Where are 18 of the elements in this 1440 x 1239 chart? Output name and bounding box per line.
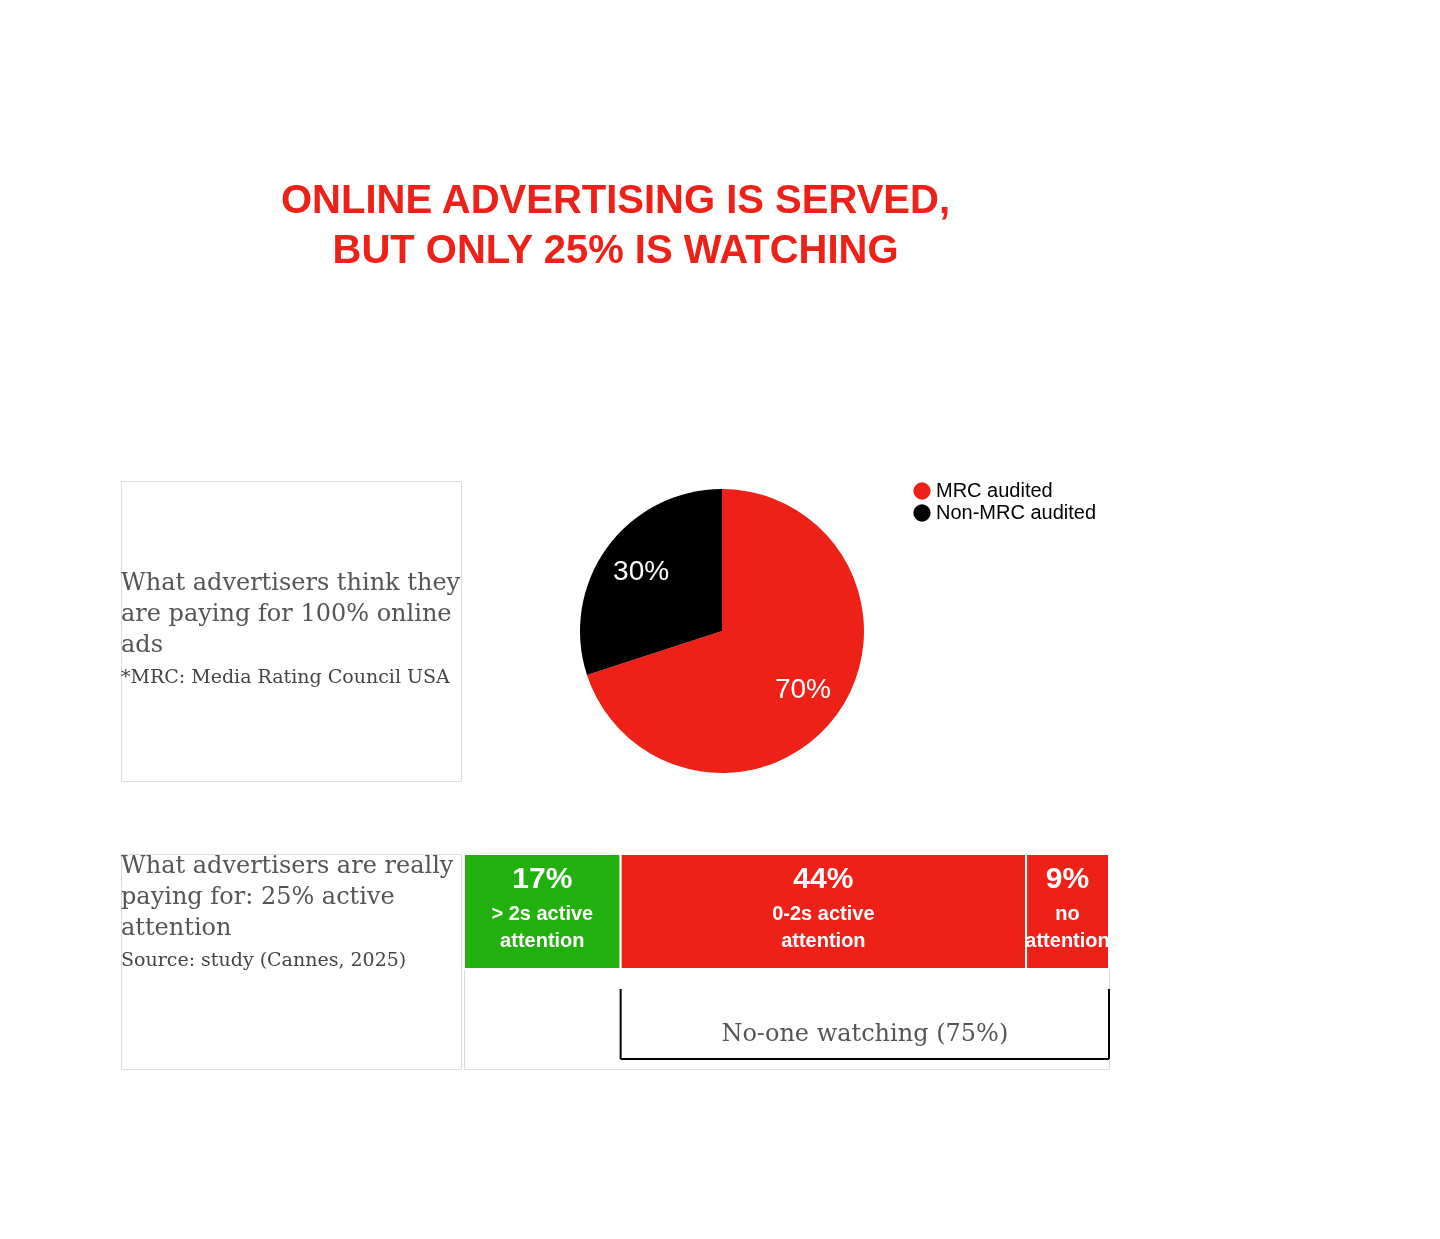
source-note: Source: study (Cannes, 2025) — [121, 948, 407, 970]
series-label: > 2s active attention — [491, 902, 594, 951]
data-label: 44% — [793, 861, 854, 894]
pie-slice — [580, 489, 722, 675]
text: No-one watching (75%) — [721, 1019, 1009, 1047]
legend-label: Non-MRC audited — [936, 501, 1097, 523]
data-label: 17% — [512, 861, 573, 894]
legend-label: MRC audited — [936, 479, 1053, 501]
text: What advertisers are really paying for: 25% active attention — [121, 851, 454, 941]
pie-slice — [586, 489, 864, 773]
data-label: 30% — [613, 555, 670, 587]
series-label: no attention — [1025, 902, 1110, 951]
data-label: 9% — [1045, 861, 1090, 894]
text: What advertisers think they are paying for 100% online ads — [121, 568, 461, 658]
text: *MRC: Media Rating Council USA — [121, 665, 451, 687]
chart-title: ONLINE ADVERTISING IS SERVED, BUT ONLY 25% IS WATCHING — [280, 176, 951, 271]
series-label: 0-2s active attention — [772, 902, 875, 951]
data-label: 70% — [774, 672, 831, 704]
